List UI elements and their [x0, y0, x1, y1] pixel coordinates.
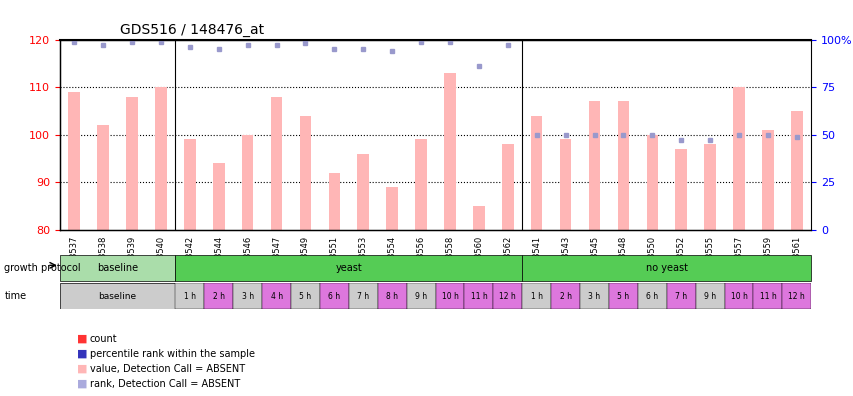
- Bar: [704, 144, 715, 230]
- Bar: [241, 135, 253, 230]
- Bar: [184, 139, 195, 230]
- Text: GDS516 / 148476_at: GDS516 / 148476_at: [119, 23, 264, 37]
- FancyBboxPatch shape: [175, 255, 522, 281]
- FancyBboxPatch shape: [175, 283, 204, 309]
- Text: 2 h: 2 h: [212, 291, 224, 301]
- FancyBboxPatch shape: [320, 283, 348, 309]
- FancyBboxPatch shape: [291, 283, 320, 309]
- Text: 3 h: 3 h: [241, 291, 253, 301]
- Bar: [790, 111, 802, 230]
- Text: 1 h: 1 h: [183, 291, 195, 301]
- Text: baseline: baseline: [98, 291, 136, 301]
- FancyBboxPatch shape: [522, 283, 550, 309]
- Text: yeast: yeast: [335, 263, 362, 273]
- Bar: [155, 87, 166, 230]
- Text: 8 h: 8 h: [386, 291, 397, 301]
- FancyBboxPatch shape: [233, 283, 262, 309]
- Text: 11 h: 11 h: [758, 291, 775, 301]
- Text: growth protocol: growth protocol: [4, 263, 81, 274]
- FancyBboxPatch shape: [723, 283, 752, 309]
- Text: 12 h: 12 h: [787, 291, 804, 301]
- Bar: [328, 173, 339, 230]
- Text: no yeast: no yeast: [645, 263, 687, 273]
- FancyBboxPatch shape: [204, 283, 233, 309]
- Text: count: count: [90, 333, 117, 344]
- Bar: [357, 154, 368, 230]
- Bar: [560, 139, 571, 230]
- FancyBboxPatch shape: [695, 283, 723, 309]
- Bar: [299, 116, 310, 230]
- FancyBboxPatch shape: [579, 283, 608, 309]
- FancyBboxPatch shape: [464, 283, 493, 309]
- Text: ■: ■: [77, 348, 87, 359]
- Bar: [502, 144, 513, 230]
- Text: 3 h: 3 h: [588, 291, 600, 301]
- Text: 12 h: 12 h: [499, 291, 515, 301]
- Text: value, Detection Call = ABSENT: value, Detection Call = ABSENT: [90, 364, 245, 374]
- Text: 4 h: 4 h: [270, 291, 282, 301]
- FancyBboxPatch shape: [435, 283, 464, 309]
- Bar: [531, 116, 542, 230]
- FancyBboxPatch shape: [522, 255, 810, 281]
- Text: percentile rank within the sample: percentile rank within the sample: [90, 348, 254, 359]
- Bar: [444, 73, 456, 230]
- Text: 7 h: 7 h: [675, 291, 687, 301]
- Bar: [212, 163, 224, 230]
- Bar: [617, 101, 629, 230]
- Text: 6 h: 6 h: [328, 291, 340, 301]
- Text: 11 h: 11 h: [470, 291, 487, 301]
- Bar: [68, 92, 80, 230]
- FancyBboxPatch shape: [60, 255, 175, 281]
- Bar: [473, 206, 485, 230]
- Text: time: time: [4, 291, 26, 301]
- Text: 7 h: 7 h: [357, 291, 368, 301]
- Text: 10 h: 10 h: [730, 291, 746, 301]
- Bar: [675, 149, 686, 230]
- Bar: [270, 97, 282, 230]
- FancyBboxPatch shape: [666, 283, 695, 309]
- Text: 9 h: 9 h: [703, 291, 716, 301]
- FancyBboxPatch shape: [406, 283, 435, 309]
- Text: rank, Detection Call = ABSENT: rank, Detection Call = ABSENT: [90, 379, 240, 389]
- FancyBboxPatch shape: [377, 283, 406, 309]
- Text: baseline: baseline: [97, 263, 138, 273]
- FancyBboxPatch shape: [493, 283, 522, 309]
- Text: ■: ■: [77, 364, 87, 374]
- Text: 6 h: 6 h: [646, 291, 658, 301]
- Bar: [97, 125, 109, 230]
- FancyBboxPatch shape: [348, 283, 377, 309]
- Bar: [126, 97, 137, 230]
- FancyBboxPatch shape: [60, 283, 175, 309]
- Text: ■: ■: [77, 379, 87, 389]
- Text: ■: ■: [77, 333, 87, 344]
- Bar: [415, 139, 426, 230]
- Bar: [588, 101, 600, 230]
- FancyBboxPatch shape: [262, 283, 291, 309]
- Text: 5 h: 5 h: [299, 291, 311, 301]
- FancyBboxPatch shape: [752, 283, 781, 309]
- Bar: [733, 87, 744, 230]
- FancyBboxPatch shape: [608, 283, 637, 309]
- Bar: [761, 130, 773, 230]
- FancyBboxPatch shape: [550, 283, 579, 309]
- FancyBboxPatch shape: [781, 283, 810, 309]
- Bar: [386, 187, 397, 230]
- Bar: [646, 135, 658, 230]
- FancyBboxPatch shape: [637, 283, 666, 309]
- Text: 2 h: 2 h: [559, 291, 571, 301]
- Text: 9 h: 9 h: [415, 291, 426, 301]
- Text: 10 h: 10 h: [441, 291, 458, 301]
- Text: 5 h: 5 h: [617, 291, 629, 301]
- Text: 1 h: 1 h: [530, 291, 542, 301]
